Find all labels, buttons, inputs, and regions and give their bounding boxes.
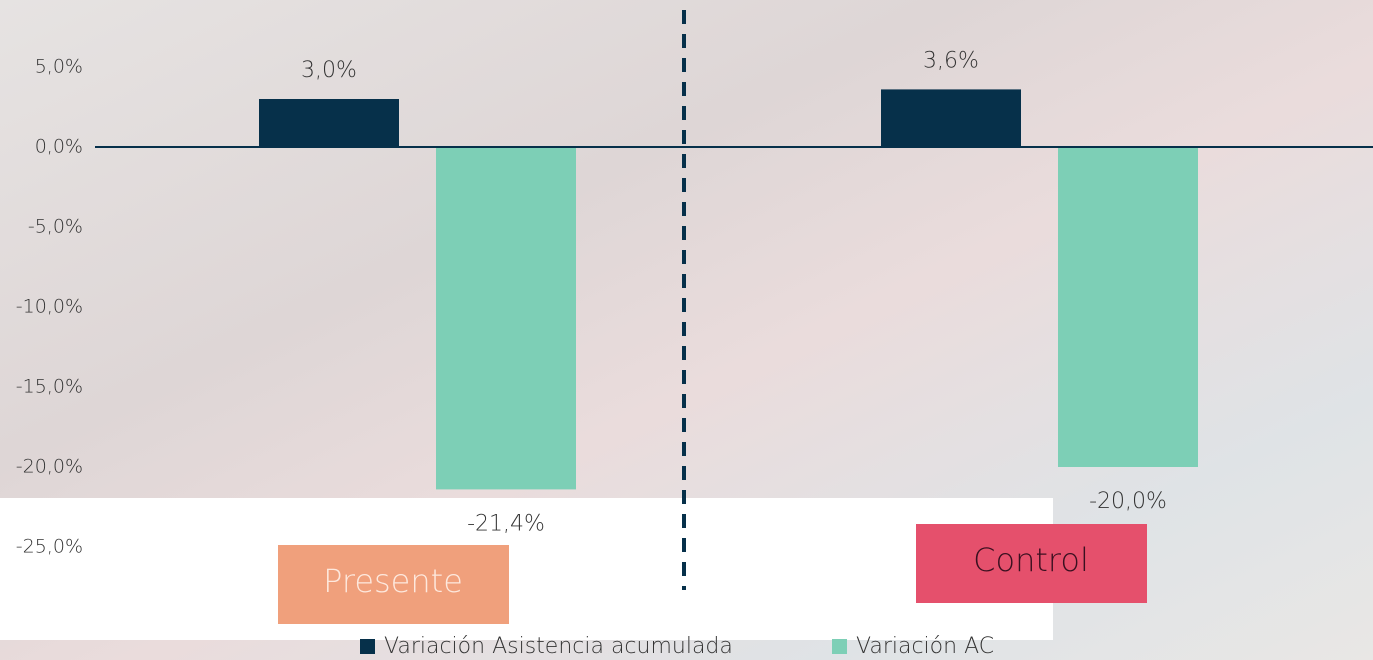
category-label: Control [973,541,1089,579]
bar [881,89,1021,147]
value-label: 3,6% [923,48,979,73]
y-tick-label: -20,0% [16,456,83,478]
bar [436,147,576,489]
y-tick-label: -5,0% [28,216,83,238]
value-label: 3,0% [301,58,357,83]
value-label: -21,4% [467,511,545,536]
legend-swatch [360,639,375,654]
chart: 5,0% 0,0% -5,0% -10,0% -15,0% -20,0% -25,0% 3,0… [0,0,1373,660]
legend-label: Variación Asistencia acumulada [384,634,733,659]
value-label: -20,0% [1089,489,1167,514]
y-tick-label: -10,0% [16,296,83,318]
category-label: Presente [323,562,463,600]
y-tick-label: -15,0% [16,376,83,398]
y-tick-label: 5,0% [35,56,83,78]
y-tick-label: 0,0% [35,136,83,158]
legend-swatch [832,639,847,654]
bar [259,99,399,147]
legend-label: Variación AC [856,634,994,659]
y-tick-label: -25,0% [16,536,83,558]
bar [1058,147,1198,467]
